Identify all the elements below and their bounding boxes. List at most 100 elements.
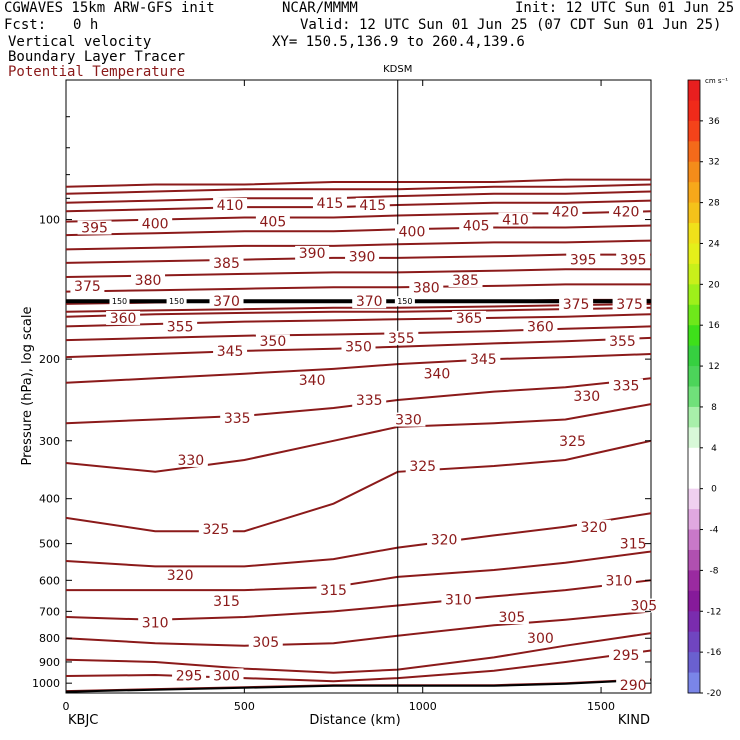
y-tick-label: 300 — [39, 435, 60, 448]
trop-label-bg — [109, 296, 130, 307]
contour-label: 355 — [388, 331, 415, 347]
contour-label-bg — [138, 216, 173, 231]
colorbar-tick-label: -16 — [707, 648, 722, 658]
contour-360 — [65, 306, 652, 318]
contour-label: 310 — [606, 573, 633, 589]
contour-395 — [65, 224, 652, 237]
colorbar-cell — [688, 509, 700, 531]
colorbar-tick-label: 16 — [708, 321, 720, 331]
colorbar-tick-label: -8 — [710, 566, 719, 576]
contour-label: 340 — [424, 367, 451, 383]
colorbar-cell — [688, 161, 700, 183]
colorbar-tick-label: 0 — [711, 485, 717, 495]
contour-label: 315 — [213, 594, 240, 610]
contour-label: 295 — [176, 668, 203, 684]
contour-label-bg — [248, 634, 283, 649]
contour-label-bg — [106, 310, 141, 325]
org-label: NCAR/MMMM — [282, 0, 358, 16]
contour-label-bg — [316, 583, 351, 598]
contour-label-bg — [459, 218, 494, 233]
potential-temperature-contours — [65, 80, 652, 693]
y-tick-label: 600 — [39, 574, 60, 587]
colorbar-cell — [688, 590, 700, 612]
xy-range: XY= 150.5,136.9 to 260.4,139.6 — [272, 34, 525, 50]
contour-label-bg — [131, 272, 166, 287]
contour-label: 400 — [399, 224, 426, 240]
colorbar-cell — [688, 447, 700, 469]
contour-label-bg — [609, 378, 644, 393]
contour-label: 360 — [527, 319, 554, 335]
contour-380 — [65, 268, 651, 278]
contour-label: 415 — [317, 196, 344, 212]
colorbar-cell — [688, 182, 700, 204]
y-tick-label: 800 — [39, 632, 60, 645]
colorbar-cell — [688, 325, 700, 347]
contour-label-bg — [209, 294, 244, 309]
colorbar-tick-label: 28 — [708, 199, 720, 209]
contour-label: 355 — [609, 334, 636, 350]
trop-label: 150 — [169, 297, 184, 306]
contour-label-bg — [70, 278, 105, 293]
contour-label-bg — [352, 294, 387, 309]
colorbar-cell — [688, 611, 700, 633]
contour-label: 325 — [559, 434, 586, 450]
contour-label: 300 — [527, 631, 554, 647]
contour-label-bg — [441, 592, 476, 607]
contour-label-bg — [173, 452, 208, 467]
contour-label-bg — [616, 677, 651, 692]
contour-label-bg — [609, 648, 644, 663]
contour-label-bg — [352, 392, 387, 407]
contour-label-bg — [213, 343, 248, 358]
trop-label-bg — [166, 296, 187, 307]
contour-label: 420 — [613, 204, 640, 220]
contour-label: 350 — [260, 334, 287, 350]
contour-label-bg — [391, 412, 426, 427]
colorbar-cell — [688, 120, 700, 142]
contour-label-bg — [559, 296, 594, 311]
contour-label: 335 — [613, 379, 640, 395]
contour-label: 360 — [110, 311, 137, 327]
colorbar-tick-label: -12 — [707, 607, 722, 617]
contour-label-bg — [616, 536, 651, 551]
contour-label: 385 — [213, 256, 240, 272]
contour-label-bg — [448, 272, 483, 287]
colorbar-cell — [688, 141, 700, 163]
contour-label: 295 — [613, 648, 640, 664]
contour-label: 400 — [142, 217, 169, 233]
contour-label: 345 — [470, 352, 497, 368]
contour-label-bg — [384, 330, 419, 345]
contour-label-bg — [209, 255, 244, 270]
contour-label: 290 — [620, 678, 647, 694]
contour-325 — [65, 439, 652, 533]
contour-label: 365 — [456, 311, 483, 327]
contour-300 — [65, 632, 652, 674]
colorbar-cell — [688, 386, 700, 408]
colorbar-cell — [688, 223, 700, 244]
trop-label: 150 — [397, 297, 412, 306]
contour-label: 410 — [217, 198, 244, 214]
contour-label: 310 — [142, 616, 169, 632]
y-tick-label: 200 — [39, 353, 60, 366]
colorbar-cell — [688, 284, 700, 306]
contour-label-bg — [209, 594, 244, 609]
contour-420 — [65, 178, 651, 188]
contour-label: 315 — [320, 583, 347, 599]
contour-label: 325 — [409, 459, 436, 475]
y-tick-label: 100 — [39, 214, 60, 227]
contour-label: 350 — [345, 340, 372, 356]
colorbar-cell — [688, 529, 700, 551]
contour-label-bg — [163, 319, 198, 334]
colorbar-tick-label: 4 — [711, 444, 717, 454]
axis-ticks: 0 500 1000 1500 100 200 300 400 500 600 700 800 900 1… — [32, 80, 651, 713]
contour-label: 320 — [581, 520, 608, 536]
contour-label-bg — [452, 310, 487, 325]
colorbar-cell — [688, 631, 700, 653]
colorbar-units: cm s⁻¹ — [705, 77, 728, 85]
colorbar-frame — [687, 79, 701, 694]
x-tick-label: 1500 — [587, 700, 615, 713]
colorbar-tick-label: 20 — [708, 280, 720, 290]
y-tick-label: 900 — [39, 656, 60, 669]
contour-label: 380 — [413, 280, 440, 296]
contour-390 — [65, 239, 652, 251]
